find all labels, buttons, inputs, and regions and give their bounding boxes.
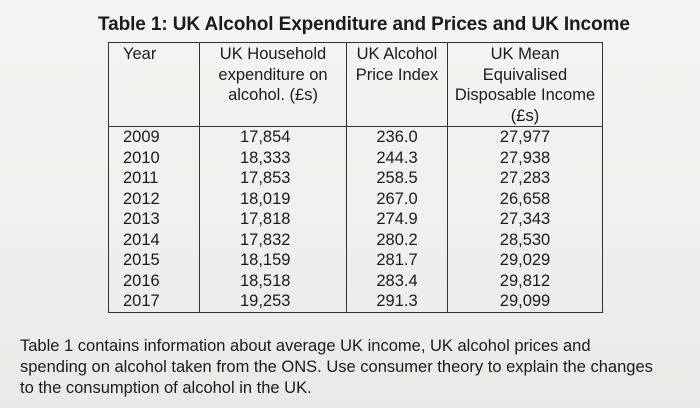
price-index-cell: 267.0: [376, 189, 418, 208]
income-cell: 26,658: [499, 189, 551, 208]
expenditure-column: 17,854 18,333 17,853 18,019 17,818 17,83…: [199, 126, 347, 313]
price-index-cell: 274.9: [376, 210, 418, 228]
expenditure-cell: 19,253: [240, 292, 291, 310]
year-cell: 2010: [123, 148, 160, 167]
year-cell: 2013: [123, 210, 160, 228]
income-cell: 27,283: [499, 169, 551, 187]
header-expenditure: UK Household expenditure on alcohol. (£s…: [199, 42, 347, 127]
year-cell: 2011: [123, 169, 159, 187]
price-index-cell: 283.4: [376, 271, 418, 290]
header-year: Year: [108, 42, 200, 127]
expenditure-cell: 17,818: [240, 210, 291, 228]
price-index-cell: 258.5: [376, 169, 418, 187]
table-header-row: Year UK Household expenditure on alcohol…: [108, 42, 603, 127]
year-cell: 2012: [123, 189, 160, 208]
expenditure-cell: 17,854: [240, 128, 291, 146]
expenditure-cell: 18,019: [240, 189, 291, 208]
year-cell: 2015: [123, 251, 160, 269]
year-cell: 2017: [123, 292, 160, 310]
expenditure-cell: 18,333: [240, 148, 291, 167]
expenditure-cell: 18,518: [240, 271, 291, 290]
income-cell: 29,029: [499, 251, 551, 269]
year-cell: 2009: [123, 128, 160, 146]
header-price-index: UK Alcohol Price Index: [346, 42, 448, 127]
income-cell: 29,812: [499, 271, 551, 290]
year-cell: 2016: [123, 271, 160, 290]
question-caption: Table 1 contains information about avera…: [20, 337, 653, 397]
income-column: 27,977 27,938 27,283 26,658 27,343 28,53…: [447, 126, 603, 313]
price-index-cell: 236.0: [376, 128, 418, 146]
year-column: 2009 2010 2011 2012 2013 2014 2015 2016 …: [108, 126, 200, 313]
price-index-cell: 281.7: [376, 251, 418, 269]
price-index-cell: 291.3: [376, 292, 418, 310]
income-cell: 28,530: [499, 230, 551, 249]
income-cell: 27,938: [499, 148, 551, 167]
expenditure-cell: 17,832: [240, 230, 291, 249]
expenditure-cell: 18,159: [240, 251, 291, 269]
income-cell: 27,343: [499, 210, 551, 228]
income-cell: 27,977: [499, 128, 551, 146]
price-index-cell: 280.2: [376, 230, 418, 249]
year-cell: 2014: [123, 230, 160, 249]
header-income: UK Mean Equivalised Disposable Income (£…: [447, 42, 603, 127]
price-index-column: 236.0 244.3 258.5 267.0 274.9 280.2 281.…: [346, 126, 448, 313]
expenditure-cell: 17,853: [240, 169, 291, 187]
data-table: Year UK Household expenditure on alcohol…: [108, 42, 603, 313]
table-body-row: 2009 2010 2011 2012 2013 2014 2015 2016 …: [108, 126, 603, 313]
table-title: Table 1: UK Alcohol Expenditure and Pric…: [98, 14, 630, 35]
price-index-cell: 244.3: [376, 148, 418, 167]
income-cell: 29,099: [499, 292, 551, 310]
